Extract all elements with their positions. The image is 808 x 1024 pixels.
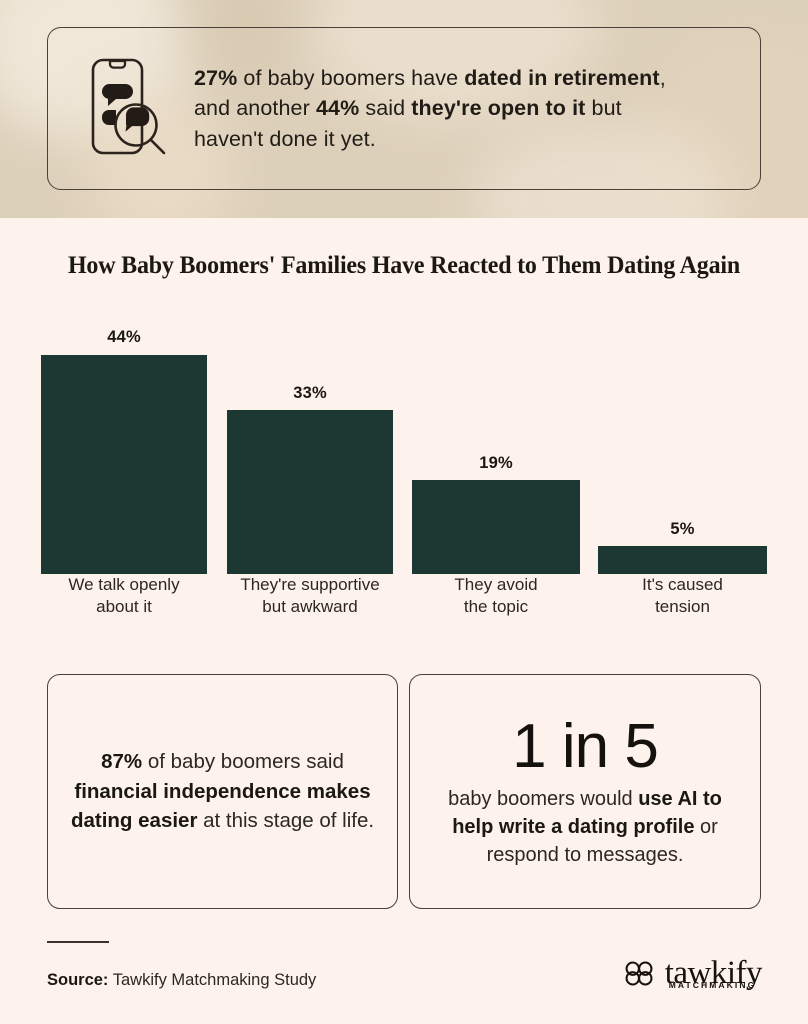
source-value: Tawkify Matchmaking Study bbox=[108, 971, 317, 989]
bar-category-label: It's caused tension bbox=[598, 574, 767, 618]
bar-category-line: but awkward bbox=[262, 596, 358, 616]
source-attribution: Source: Tawkify Matchmaking Study bbox=[47, 971, 316, 990]
bar-rect bbox=[41, 355, 207, 574]
stat-left-part4: at this stage of life. bbox=[197, 809, 375, 833]
banner-line3: haven't done it yet. bbox=[194, 126, 376, 151]
tawkify-logo: tawkify MATCHMAKING bbox=[623, 955, 763, 991]
bar-rect bbox=[412, 480, 580, 574]
stat-right-part1: baby boomers would bbox=[448, 788, 639, 811]
source-label: Source: bbox=[47, 971, 109, 989]
stat-right-part3: or respond to messages. bbox=[486, 816, 718, 867]
bar-value-label: 33% bbox=[293, 384, 327, 402]
bar-category-line: tension bbox=[655, 596, 710, 616]
bar-category-line: They avoid bbox=[454, 575, 538, 594]
headline-stat-card: 27% of baby boomers have dated in retire… bbox=[47, 27, 761, 190]
bar-rect bbox=[598, 546, 767, 574]
logo-wordmark: tawkify MATCHMAKING bbox=[664, 955, 763, 991]
bar-chart: 44% We talk openly about it 33% They're … bbox=[0, 320, 808, 630]
banner-line1-mid: of baby boomers have bbox=[237, 65, 465, 90]
bar-value-label: 19% bbox=[479, 454, 513, 472]
banner-line1-bold: dated in retirement bbox=[464, 65, 660, 90]
bar-category-line: the topic bbox=[463, 596, 529, 616]
bar-rect bbox=[227, 410, 393, 574]
stat-87-percent: 87% bbox=[101, 749, 143, 773]
bar-category-line: It's caused bbox=[642, 575, 723, 594]
headline-stat-text: 27% of baby boomers have dated in retire… bbox=[194, 63, 666, 155]
banner-line2-end: but bbox=[585, 96, 622, 121]
bar-category-label: They're supportive but awkward bbox=[227, 574, 393, 618]
top-banner-band: 27% of baby boomers have dated in retire… bbox=[0, 0, 808, 218]
banner-line2-start: and another bbox=[194, 96, 316, 121]
stat-card-right-text: baby boomers would use AI to help write … bbox=[432, 785, 738, 869]
logo-subtitle: MATCHMAKING bbox=[668, 980, 757, 990]
logo-name: tawkify bbox=[664, 955, 763, 991]
stat-card-financial-independence: 87% of baby boomers said financial indep… bbox=[47, 674, 398, 909]
bar-category-label: We talk openly about it bbox=[41, 574, 207, 618]
stat-card-right-body: 1 in 5 baby boomers would use AI to help… bbox=[432, 714, 738, 869]
stat-right-part2: use AI to help write a dating profile bbox=[452, 788, 722, 839]
bar-category-line: They're supportive bbox=[240, 575, 380, 594]
bar-category-label: They avoid the topic bbox=[412, 574, 580, 618]
bar-category-line: about it bbox=[96, 596, 152, 616]
knot-logo-icon bbox=[625, 961, 653, 986]
phone-chat-search-icon bbox=[91, 58, 166, 154]
bar-value-label: 5% bbox=[670, 520, 695, 538]
stat-left-part3: financial independence makes dating easi… bbox=[70, 779, 371, 833]
stat-27-percent: 27% bbox=[194, 65, 238, 90]
banner-line1-end: , bbox=[659, 65, 666, 90]
chart-title: How Baby Boomers' Families Have Reacted … bbox=[67, 250, 741, 279]
stat-card-left-text: 87% of baby boomers said financial indep… bbox=[70, 747, 375, 836]
stat-1-in-5: 1 in 5 bbox=[512, 711, 659, 781]
stat-card-ai-usage: 1 in 5 baby boomers would use AI to help… bbox=[409, 674, 761, 909]
stat-44-percent: 44% bbox=[315, 96, 360, 121]
bar-value-label: 44% bbox=[107, 328, 141, 346]
banner-line2-bold: they're open to it bbox=[411, 96, 586, 121]
bar-category-line: We talk openly bbox=[68, 575, 180, 594]
banner-line2-mid: said bbox=[359, 96, 412, 121]
footer-divider bbox=[47, 941, 109, 943]
stat-left-part2: of baby boomers said bbox=[142, 749, 344, 773]
